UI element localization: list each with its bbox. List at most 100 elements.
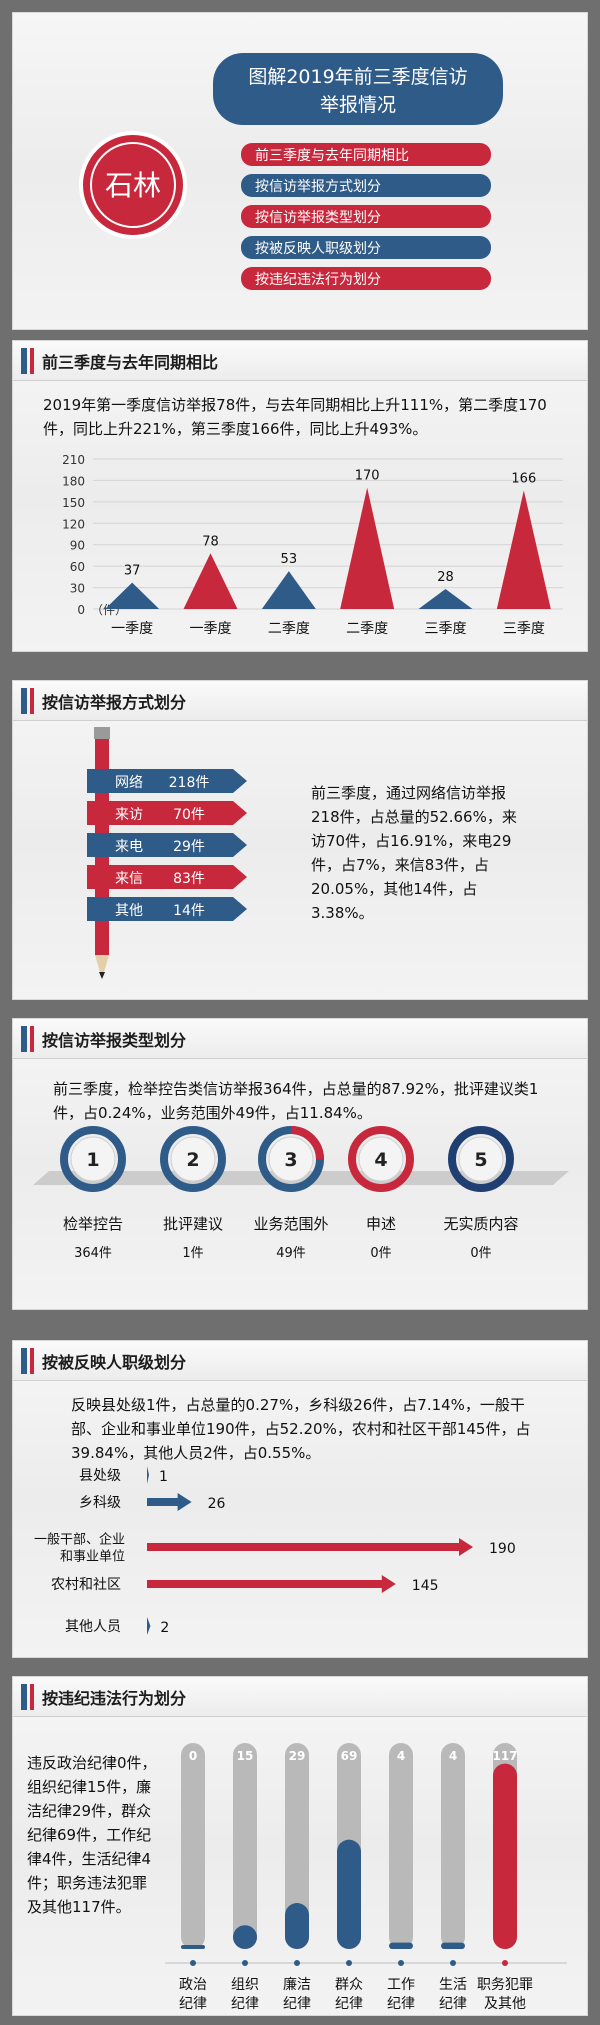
section-text: 前三季度，通过网络信访举报218件，占总量的52.66%，来访70件，占16.9… — [311, 784, 517, 922]
menu-item-3 — [241, 205, 491, 228]
type-chart: 1 检举控告 364件 2 批评建议 1件 3 业务范围外 49件 4 申述 0件 5 无实质内容 0件 — [33, 1126, 569, 1261]
ring-outer — [348, 1126, 414, 1192]
rank-label: 农村和社区 — [51, 1577, 121, 1593]
accent-bar-blue — [21, 1347, 27, 1374]
section-yoy: 前三季度与去年同期相比 2019年第一季度信访举报78件，与去年同期相比上升11… — [12, 340, 588, 652]
violation-label: 纪律 — [335, 1996, 363, 2012]
method-tag — [87, 833, 247, 857]
violation-chart: 0 政治纪律 15 组织纪律 29 廉洁纪律 69 群众纪律 4 工作纪律 4 生活纪律 117 职务犯罪… — [165, 1743, 567, 2012]
bar-value: 69 — [341, 1749, 358, 1763]
accent-bar-red — [30, 1347, 34, 1374]
method-value: 83件 — [173, 871, 205, 887]
menu-item-4 — [241, 236, 491, 259]
accent-bar-red — [30, 687, 34, 714]
bar-track — [389, 1743, 413, 1949]
rank-label: 其他人员 — [65, 1619, 121, 1635]
y-tick-label: 30 — [70, 582, 85, 596]
bar-value: 0 — [189, 1749, 197, 1763]
ring-number: 3 — [284, 1149, 297, 1171]
method-tag — [87, 769, 247, 793]
triangle-bar — [261, 571, 316, 609]
menu-item-1 — [241, 143, 491, 166]
section-title: 按信访举报方式划分 — [42, 692, 187, 712]
axis-dot — [450, 1960, 456, 1966]
data-label: 28 — [437, 570, 454, 585]
rank-value: 145 — [412, 1578, 439, 1594]
ring-number: 4 — [374, 1149, 387, 1171]
data-label: 37 — [124, 564, 141, 579]
rank-arrow — [147, 1575, 396, 1593]
bar-fill — [441, 1942, 465, 1949]
bar-fill — [493, 1763, 517, 1949]
data-label: 170 — [355, 469, 380, 484]
method-label: 网络 — [115, 775, 143, 791]
bar-fill — [285, 1903, 309, 1949]
badge-circle — [79, 131, 187, 239]
ring-inner — [70, 1136, 116, 1182]
badge-text: 石林 — [105, 169, 161, 202]
violation-label: 纪律 — [179, 1996, 207, 2012]
type-label: 无实质内容 — [443, 1215, 518, 1233]
section-title: 按信访举报类型划分 — [42, 1030, 187, 1050]
rank-arrow — [147, 1538, 473, 1556]
accent-bar-red — [30, 347, 34, 374]
menu-item-5 — [241, 267, 491, 290]
rank-chart: 县处级 1 乡科级 26 一般干部、企业和事业单位 190 农村和社区 145 其他人员 2 — [34, 1466, 516, 1636]
accent-bar-blue — [21, 347, 27, 374]
triangle-bar — [183, 553, 238, 609]
section-header: 按违纪违法行为划分 — [13, 1677, 587, 1717]
type-value: 1件 — [182, 1246, 203, 1261]
type-value: 0件 — [370, 1246, 391, 1261]
quarter-chart: 0306090120150180210（件）37一季度78一季度53二季度170… — [62, 453, 563, 637]
y-tick-label: 60 — [70, 560, 85, 574]
header-title-line1: 图解2019年前三季度信访 — [248, 66, 467, 88]
axis-dot — [398, 1960, 404, 1966]
bar-value: 4 — [449, 1749, 457, 1763]
method-value: 29件 — [173, 839, 205, 855]
bar-fill — [233, 1925, 257, 1949]
type-value: 364件 — [74, 1246, 112, 1261]
ring-number: 1 — [86, 1149, 99, 1171]
pencil-lead — [99, 972, 105, 979]
section-header: 前三季度与去年同期相比 — [13, 341, 587, 381]
section-header: 按信访举报类型划分 — [13, 1019, 587, 1059]
triangle-bar — [105, 582, 160, 609]
x-tick-label: 二季度 — [268, 621, 310, 637]
bar-fill — [389, 1942, 413, 1949]
header-graphic: 图解2019年前三季度信访 举报情况 石林 前三季度与去年同期相比按信访举报方式… — [79, 53, 503, 290]
rank-arrow — [147, 1617, 151, 1635]
menu-item-label: 按信访举报类型划分 — [255, 210, 381, 226]
method-label: 其他 — [115, 903, 143, 919]
violation-label: 廉洁 — [283, 1976, 311, 1993]
rank-value: 190 — [489, 1541, 516, 1557]
y-tick-label: 180 — [62, 474, 85, 488]
violation-label: 政治 — [179, 1977, 207, 1993]
method-tag — [87, 801, 247, 825]
ring-outer — [160, 1126, 226, 1192]
violation-label: 组织 — [231, 1977, 259, 1993]
title-banner — [213, 53, 503, 125]
bar-value: 15 — [237, 1749, 254, 1763]
violation-label: 纪律 — [231, 1996, 259, 2012]
ring-number: 5 — [474, 1149, 487, 1171]
section-header: 按信访举报方式划分 — [13, 681, 587, 721]
ring-inner — [170, 1136, 216, 1182]
axis-dot — [190, 1960, 196, 1966]
rank-label: 和事业单位 — [60, 1550, 125, 1565]
menu-item-label: 前三季度与去年同期相比 — [255, 147, 409, 164]
section-type: 按信访举报类型划分 前三季度，检举控告类信访举报364件，占总量的87.92%，… — [12, 1018, 588, 1310]
method-value: 70件 — [173, 807, 205, 823]
violation-label: 群众 — [335, 1977, 363, 1993]
method-tag — [87, 897, 247, 921]
bar-track — [285, 1743, 309, 1949]
x-tick-label: 二季度 — [346, 621, 388, 637]
type-value: 49件 — [276, 1246, 306, 1261]
badge-ring — [90, 142, 176, 228]
axis-dot — [294, 1960, 300, 1966]
ring-outer — [448, 1126, 514, 1192]
accent-bar-red — [30, 1025, 34, 1052]
rank-value: 2 — [160, 1620, 169, 1636]
y-tick-label: 150 — [62, 496, 85, 510]
triangle-bar — [496, 490, 551, 609]
data-label: 166 — [511, 471, 536, 486]
